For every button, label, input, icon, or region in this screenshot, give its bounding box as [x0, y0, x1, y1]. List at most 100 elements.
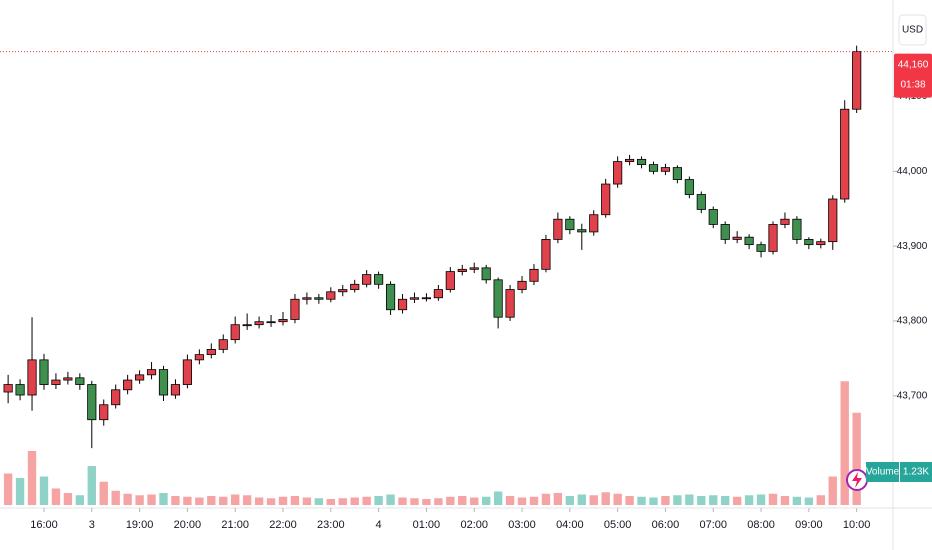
- volume-bar: [840, 381, 849, 505]
- last-price-label: 44,160: [898, 59, 929, 70]
- candle-body: [350, 283, 360, 290]
- volume-bar: [350, 497, 359, 505]
- volume-bar: [63, 493, 73, 505]
- candle-body: [421, 297, 432, 300]
- volume-bar: [744, 495, 754, 505]
- candle-body: [816, 241, 826, 246]
- x-tick-label: 4: [376, 519, 382, 531]
- volume-bar: [828, 476, 837, 505]
- volume-bar: [15, 478, 25, 505]
- volume-bar: [529, 496, 539, 505]
- candle-body: [433, 289, 443, 299]
- candle-body: [696, 194, 706, 210]
- candle-body: [266, 321, 276, 324]
- volume-bar: [661, 496, 670, 505]
- currency-button[interactable]: [898, 14, 927, 46]
- y-tick-label: 44,000: [897, 166, 928, 177]
- volume-value-label: 1.23K: [903, 467, 929, 478]
- x-tick-label: 16:00: [30, 519, 58, 531]
- candle-body: [218, 339, 228, 350]
- candle-body: [135, 374, 145, 381]
- volume-bar: [673, 495, 682, 505]
- x-tick-label: 01:00: [413, 519, 441, 531]
- volume-bar: [804, 497, 814, 505]
- candle-body: [385, 283, 396, 311]
- candle-body: [278, 319, 288, 323]
- volume-bar: [123, 493, 132, 505]
- candle-body: [123, 379, 133, 391]
- volume-bar: [278, 496, 288, 505]
- candle-body: [708, 209, 718, 225]
- volume-name-badge: [866, 462, 899, 482]
- volume-bar: [386, 494, 395, 505]
- candle-body: [99, 404, 109, 421]
- volume-bar: [195, 497, 204, 505]
- x-tick-label: 23:00: [317, 519, 345, 531]
- currency-label: USD: [902, 25, 923, 36]
- candle-body: [445, 271, 455, 290]
- candle-body: [27, 359, 37, 396]
- logo-bolt: [852, 472, 862, 488]
- volume-bar: [685, 494, 694, 505]
- candle-body: [230, 324, 240, 341]
- volume-bar: [314, 498, 324, 505]
- candle-body: [529, 268, 539, 282]
- candle-body: [541, 239, 551, 270]
- candle-body: [648, 164, 659, 172]
- candle-body: [146, 369, 157, 376]
- volume-bar: [637, 496, 646, 505]
- last-price-badge: [894, 53, 932, 98]
- volume-bar: [398, 497, 407, 505]
- volume-bar: [493, 491, 503, 505]
- volume-bar: [446, 496, 455, 505]
- volume-bar: [290, 496, 300, 505]
- x-tick-label: 3: [89, 519, 95, 531]
- plot-area: [0, 45, 893, 505]
- volume-bar: [816, 495, 825, 505]
- candle-body: [613, 161, 623, 185]
- candle-body: [601, 183, 611, 216]
- volume-bar: [75, 495, 85, 505]
- candle-body: [15, 384, 25, 396]
- volume-bar: [589, 495, 598, 505]
- candle-body: [804, 239, 814, 246]
- volume-bar: [792, 496, 802, 505]
- x-tick-label: 19:00: [126, 519, 154, 531]
- volume-bar: [756, 494, 766, 505]
- volume-bar: [338, 498, 347, 505]
- candle-body: [206, 348, 216, 356]
- candle-body: [409, 297, 420, 300]
- candle-body: [254, 321, 264, 326]
- x-tick-label: 04:00: [556, 519, 584, 531]
- volume-bar: [99, 481, 108, 505]
- volume-bar: [362, 496, 371, 505]
- volume-bar: [732, 496, 742, 505]
- volume-bar: [470, 497, 479, 505]
- overlay: USD: [898, 14, 927, 46]
- x-tick-label: 20:00: [174, 519, 202, 531]
- x-tick-label: 06:00: [652, 519, 680, 531]
- volume-bar: [768, 493, 778, 505]
- volume-bar: [780, 496, 790, 505]
- candle-body: [732, 236, 742, 240]
- volume-name: Volume: [866, 467, 900, 478]
- candle-body: [625, 158, 635, 163]
- x-tick-label: 09:00: [795, 519, 823, 531]
- volume-bar: [374, 496, 383, 505]
- candle-body: [51, 379, 61, 385]
- volume-bar: [266, 498, 276, 505]
- volume-bar: [410, 498, 419, 505]
- candle-body: [553, 218, 563, 240]
- x-tick-label: 05:00: [604, 519, 632, 531]
- candle-body: [75, 377, 85, 385]
- candle-body: [87, 384, 97, 421]
- candle-body: [840, 108, 850, 200]
- candle-body: [3, 384, 13, 393]
- candle-body: [290, 298, 300, 320]
- volume-bar: [135, 495, 144, 505]
- volume-bar: [625, 496, 634, 505]
- candle-body: [505, 289, 515, 318]
- volume-bar: [39, 476, 49, 505]
